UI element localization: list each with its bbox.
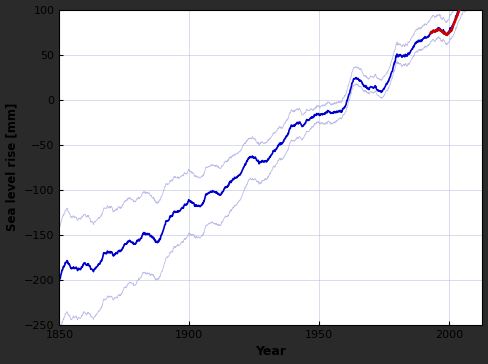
X-axis label: Year: Year bbox=[255, 345, 286, 359]
Y-axis label: Sea level rise [mm]: Sea level rise [mm] bbox=[5, 103, 19, 232]
